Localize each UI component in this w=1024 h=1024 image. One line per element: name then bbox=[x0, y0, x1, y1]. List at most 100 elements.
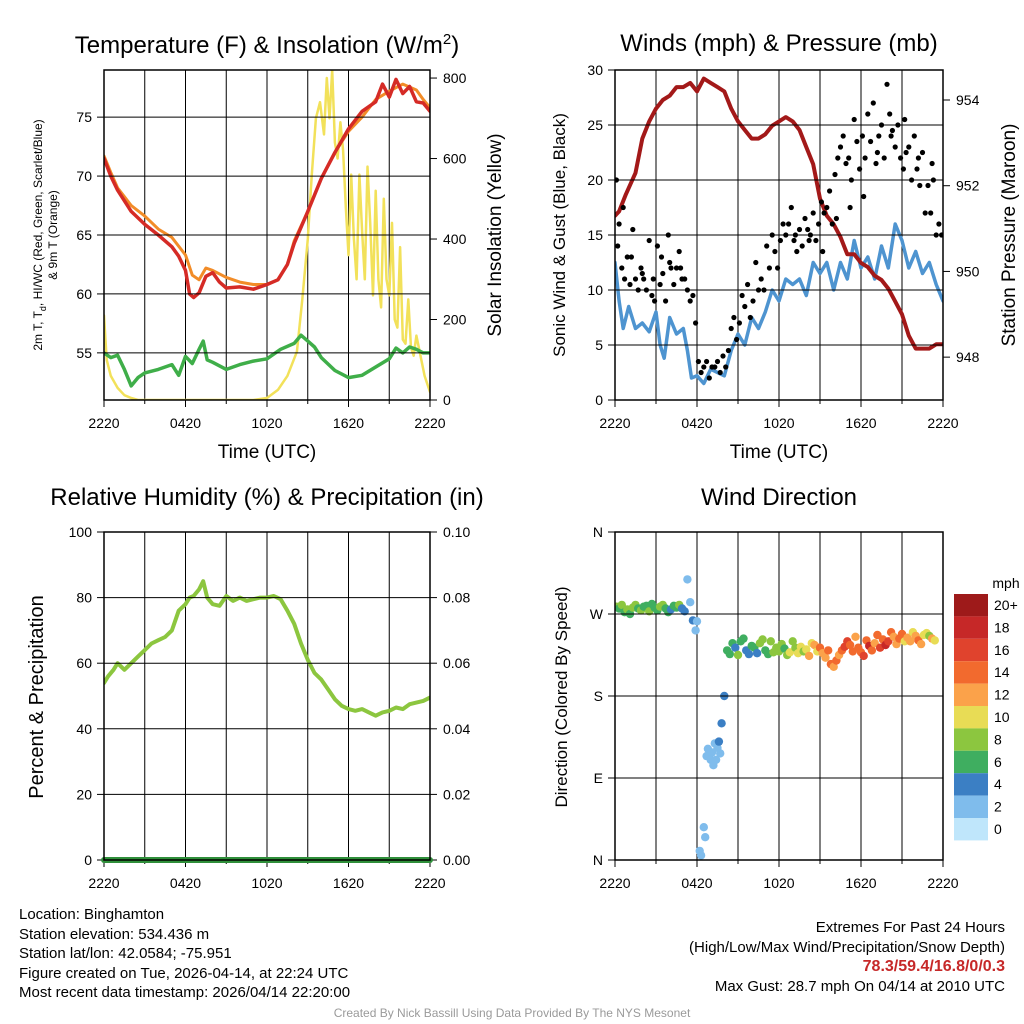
direction-point bbox=[802, 645, 811, 654]
y-tick-label: 0 bbox=[84, 852, 92, 868]
colorbar-swatch bbox=[954, 706, 988, 729]
recent-data-text: Most recent data timestamp: 2026/04/14 2… bbox=[19, 984, 351, 1001]
y2-tick-label: 954 bbox=[956, 92, 980, 108]
gust-point bbox=[693, 320, 699, 326]
x-tick-label: 2220 bbox=[414, 875, 445, 891]
gust-point bbox=[868, 138, 874, 145]
chart-title-main: Temperature (F) & Insolation (W/m bbox=[75, 32, 443, 59]
winds-panel: Winds (mph) & Pressure (mb)2220 0420 1020 1… bbox=[550, 30, 1020, 463]
y2-tick-label: 0.08 bbox=[443, 590, 470, 606]
gust-point bbox=[650, 276, 656, 282]
chart-title: Relative Humidity (%) & Precipitation (i… bbox=[50, 484, 483, 511]
colorbar-label: 0 bbox=[994, 821, 1002, 837]
gust-point bbox=[731, 314, 737, 321]
gust-point bbox=[929, 160, 935, 167]
gust-point bbox=[857, 166, 863, 172]
gust-point bbox=[902, 116, 908, 123]
plot-border bbox=[614, 531, 944, 861]
direction-point bbox=[686, 598, 695, 607]
colorbar-swatch bbox=[954, 683, 988, 706]
x-tick-label: 1620 bbox=[845, 875, 876, 891]
gust-point bbox=[906, 144, 912, 150]
x-tick-label: 0420 bbox=[681, 415, 712, 431]
direction-point bbox=[714, 737, 724, 746]
y-tick-label: 30 bbox=[587, 62, 603, 78]
gust-point bbox=[915, 155, 922, 161]
gust-point bbox=[788, 204, 794, 211]
x-tick-label: 2220 bbox=[927, 875, 958, 891]
gust-point bbox=[646, 237, 652, 244]
y2-tick-label: 200 bbox=[443, 312, 467, 328]
direction-point bbox=[716, 749, 725, 758]
x-tick-label: 2220 bbox=[599, 875, 630, 891]
x-axis-label: Time (UTC) bbox=[730, 442, 829, 463]
y2-tick-label: 0.02 bbox=[443, 786, 470, 802]
y2-tick-label: 0.04 bbox=[443, 721, 470, 737]
figure-created-text: Figure created on Tue, 2026-04-14, at 22… bbox=[19, 964, 349, 982]
x-tick-label: 1020 bbox=[251, 875, 282, 891]
y2-axis-label: Solar Insolation (Yellow) bbox=[485, 133, 506, 336]
gust-point bbox=[616, 221, 622, 227]
direction-point bbox=[739, 634, 748, 643]
gust-point bbox=[820, 248, 826, 255]
direction-point bbox=[733, 650, 743, 660]
gust-point bbox=[859, 133, 866, 139]
direction-point bbox=[701, 833, 710, 842]
location-text: Location: Binghamton bbox=[19, 906, 165, 923]
gust-point bbox=[840, 133, 846, 139]
y-tick-label: W bbox=[590, 606, 604, 622]
gust-point bbox=[671, 281, 677, 288]
direction-point bbox=[683, 575, 692, 584]
gust-point bbox=[833, 215, 840, 222]
direction-point bbox=[936, 0, 944, 4]
gust-point bbox=[821, 210, 827, 216]
gust-point bbox=[654, 243, 661, 249]
gust-point bbox=[641, 276, 647, 282]
y-axis-label-sub: d bbox=[38, 306, 48, 311]
gust-point bbox=[818, 199, 825, 205]
direction-point bbox=[766, 637, 775, 646]
gust-point bbox=[652, 298, 658, 304]
gust-point bbox=[706, 375, 712, 381]
direction-point bbox=[711, 755, 721, 764]
colorbar-label: 12 bbox=[994, 687, 1010, 703]
gust-point bbox=[777, 237, 784, 244]
direction-point bbox=[933, 0, 941, 4]
colorbar-swatch bbox=[954, 728, 988, 751]
gust-point bbox=[827, 188, 833, 194]
gust-point bbox=[632, 276, 639, 282]
direction-point bbox=[752, 649, 762, 658]
latlon-text: Station lat/lon: 42.0584; -75.951 bbox=[19, 945, 232, 962]
humidity-line bbox=[104, 579, 430, 718]
y-tick-label: 55 bbox=[76, 345, 92, 361]
x-tick-label: 2220 bbox=[927, 415, 958, 431]
direction-point bbox=[851, 632, 860, 641]
gust-point bbox=[725, 347, 732, 354]
gust-point bbox=[922, 210, 928, 216]
series-line bbox=[104, 333, 430, 388]
y-tick-label: E bbox=[594, 770, 603, 786]
pressure-line bbox=[615, 76, 943, 351]
gust-point bbox=[829, 221, 835, 227]
y-tick-label: 20 bbox=[76, 786, 92, 802]
station-info: Location: Binghamton Station elevation: … bbox=[19, 905, 350, 1003]
gust-point bbox=[873, 160, 879, 167]
y-axis-label-line2: & 9m T (Orange) bbox=[46, 190, 60, 280]
gust-point bbox=[717, 369, 723, 376]
gust-point bbox=[714, 358, 721, 365]
colorbar-swatch bbox=[954, 750, 988, 774]
gust-point bbox=[622, 276, 628, 282]
gust-point bbox=[720, 353, 726, 359]
gust-point bbox=[888, 133, 894, 139]
gust-point bbox=[687, 298, 693, 304]
chart-title-sup: 2 bbox=[443, 31, 451, 48]
chart-title: Temperature (F) & Insolation (W/m2) bbox=[75, 31, 459, 59]
y-tick-label: 10 bbox=[587, 282, 603, 298]
gust-point bbox=[775, 265, 781, 271]
colorbar-swatch bbox=[954, 594, 988, 617]
y-tick-label: 65 bbox=[76, 227, 92, 243]
y-tick-label: S bbox=[594, 688, 603, 704]
gust-point bbox=[799, 243, 805, 249]
chart-title-close: ) bbox=[451, 32, 459, 59]
direction-point bbox=[845, 640, 855, 650]
